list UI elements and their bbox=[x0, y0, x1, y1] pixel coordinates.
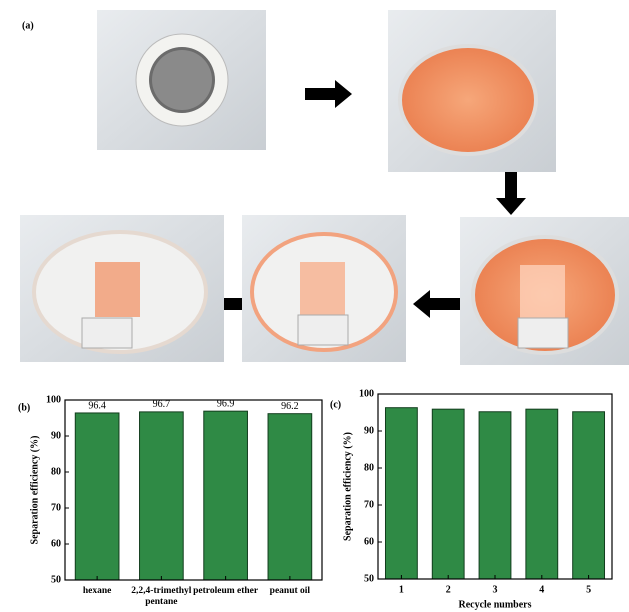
bar bbox=[384, 407, 418, 580]
y-axis-label: Separation efficiency (%) bbox=[29, 436, 40, 545]
photo bbox=[460, 217, 629, 365]
x-tick-label: 4 bbox=[539, 584, 544, 595]
arrow bbox=[496, 172, 526, 215]
bar bbox=[139, 411, 184, 581]
x-tick-label: 1 bbox=[399, 584, 404, 595]
value-label: 96.9 bbox=[217, 398, 235, 409]
bar bbox=[572, 411, 606, 580]
y-tick-label: 70 bbox=[51, 502, 61, 513]
y-tick-label: 80 bbox=[364, 462, 374, 473]
x-axis-label: Recycle numbers bbox=[458, 599, 531, 610]
photo bbox=[388, 10, 556, 172]
y-tick-label: 70 bbox=[364, 499, 374, 510]
bar bbox=[478, 411, 512, 580]
x-tick-label: petroleum ether bbox=[193, 586, 259, 596]
photo bbox=[242, 215, 406, 362]
y-tick-label: 80 bbox=[51, 466, 61, 477]
y-tick-label: 60 bbox=[364, 536, 374, 547]
y-axis-label: Separation efficiency (%) bbox=[342, 432, 353, 541]
y-tick-label: 90 bbox=[364, 425, 374, 436]
bar bbox=[267, 413, 313, 581]
panel-label: (a) bbox=[22, 20, 34, 31]
y-tick-label: 100 bbox=[46, 394, 61, 405]
panel-label: (c) bbox=[330, 399, 341, 410]
value-label: 96.4 bbox=[88, 400, 106, 411]
arrow bbox=[413, 290, 460, 318]
photo bbox=[97, 10, 266, 150]
y-tick-label: 50 bbox=[51, 574, 61, 585]
x-tick-label: 2 bbox=[446, 584, 451, 595]
bar bbox=[431, 408, 465, 580]
y-tick-label: 90 bbox=[51, 430, 61, 441]
value-label: 96.7 bbox=[153, 399, 171, 410]
y-tick-label: 100 bbox=[359, 388, 374, 399]
y-tick-label: 60 bbox=[51, 538, 61, 549]
value-label: 96.2 bbox=[281, 401, 299, 412]
bar bbox=[525, 408, 559, 580]
axes-frame bbox=[64, 399, 323, 581]
bar bbox=[203, 410, 248, 581]
x-tick-label: hexane bbox=[82, 586, 112, 596]
x-tick-label: peanut oil bbox=[269, 586, 311, 596]
bar bbox=[74, 412, 120, 581]
x-tick-label: 2,2,4-trimethyl pentane bbox=[131, 586, 192, 607]
x-tick-label: 5 bbox=[586, 584, 591, 595]
photo bbox=[20, 215, 224, 362]
x-tick-label: 3 bbox=[493, 584, 498, 595]
arrow bbox=[305, 80, 352, 108]
axes-frame bbox=[377, 393, 613, 580]
y-tick-label: 50 bbox=[364, 573, 374, 584]
panel-label: (b) bbox=[18, 402, 30, 413]
